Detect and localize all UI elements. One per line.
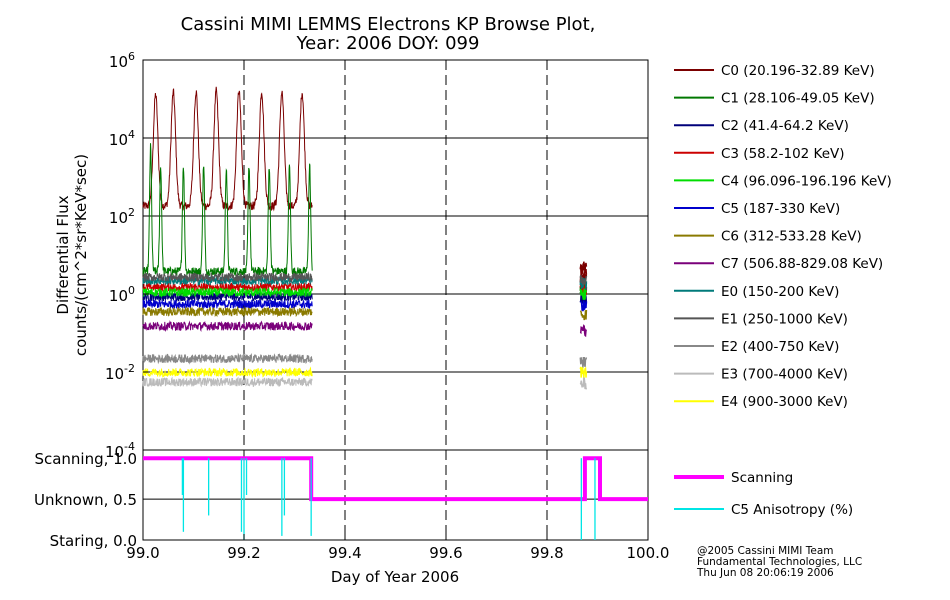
series-line-6	[142, 305, 313, 318]
x-tick-label: 99.8	[530, 544, 563, 562]
series-line-7	[142, 320, 313, 333]
legend-label: C1 (28.106-49.05 KeV)	[721, 91, 875, 107]
legend-label: Scanning	[731, 470, 793, 486]
credit-line-3: Thu Jun 08 20:06:19 2006	[696, 567, 834, 579]
x-tick-label: 99.4	[328, 544, 361, 562]
y-axis-label-line1: Differential Flux	[54, 195, 72, 314]
series-line-12	[142, 366, 313, 379]
y-tick-label: 10-2	[105, 362, 135, 383]
legend-label: C4 (96.096-196.196 KeV)	[721, 173, 892, 189]
status-plot-series	[143, 456, 648, 540]
y-tick-label: 104	[109, 128, 135, 149]
y-tick-label: 102	[109, 206, 135, 227]
series-window-9-0	[579, 275, 588, 286]
chart-title-line2: Year: 2006 DOY: 099	[296, 33, 480, 54]
main-plot-frame	[142, 59, 649, 451]
main-plot-series	[142, 86, 588, 390]
y-axis-label-line2: counts/(cm^2*sr*KeV*sec)	[72, 154, 90, 356]
status-y-tick-label: Scanning, 1.0	[34, 450, 137, 468]
series-line-10	[142, 352, 313, 365]
series-window-7-0	[579, 324, 588, 338]
x-tick-label: 99.0	[126, 544, 159, 562]
legend-label: E4 (900-3000 KeV)	[721, 394, 848, 410]
credit-line-2: Fundamental Technologies, LLC	[697, 556, 862, 568]
series-line-5	[142, 298, 313, 311]
legend-label: C6 (312-533.28 KeV)	[721, 229, 862, 245]
chart-title-line1: Cassini MIMI LEMMS Electrons KP Browse P…	[181, 14, 596, 35]
series-line-9	[142, 271, 313, 283]
series-window-4-0	[579, 288, 588, 300]
status-y-tick-label: Staring, 0.0	[50, 532, 137, 550]
series-window-0-3	[579, 261, 588, 272]
legend-label: E2 (400-750 KeV)	[721, 339, 839, 355]
credit-line-1: @2005 Cassini MIMI Team	[697, 545, 834, 557]
status-y-tick-label: Unknown, 0.5	[34, 491, 137, 509]
legend-label: E3 (700-4000 KeV)	[721, 367, 848, 383]
x-tick-label: 100.0	[627, 544, 670, 562]
series-window-12-0	[579, 366, 588, 378]
legend-label: E1 (250-1000 KeV)	[721, 311, 848, 327]
legend-status: Scanning C5 Anisotropy (%)	[674, 470, 853, 518]
series-window-10-0	[579, 356, 588, 368]
series-window-6-0	[579, 309, 588, 321]
legend-label: C3 (58.2-102 KeV)	[721, 146, 845, 162]
series-line-11	[142, 376, 313, 388]
status-plot: Scanning, 1.0 Unknown, 0.5 Staring, 0.0 99…	[34, 449, 669, 562]
series-window-5-0	[579, 300, 588, 312]
legend-label: E0 (150-200 KeV)	[721, 284, 839, 300]
series-line-2	[142, 290, 313, 303]
series-line-4	[142, 286, 313, 299]
series-window-11-0	[579, 377, 588, 390]
x-tick-label: 99.2	[227, 544, 260, 562]
legend-label: C2 (41.4-64.2 KeV)	[721, 118, 849, 134]
y-tick-label: 106	[109, 50, 135, 71]
x-tick-label: 99.6	[429, 544, 462, 562]
legend-main: C0 (20.196-32.89 KeV) C1 (28.106-49.05 Ke…	[674, 63, 892, 410]
y-tick-label: 100	[109, 284, 135, 305]
status-plot-frame	[142, 449, 649, 541]
legend-label: C5 Anisotropy (%)	[731, 502, 853, 518]
x-axis-label: Day of Year 2006	[331, 568, 459, 586]
status-plot-y-ticks: Scanning, 1.0 Unknown, 0.5 Staring, 0.0	[34, 450, 137, 550]
legend-label: C5 (187-330 KeV)	[721, 201, 840, 217]
legend-label: C7 (506.88-829.08 KeV)	[721, 256, 883, 272]
status-plot-x-ticks: 99.0 99.2 99.4 99.6 99.8 100.0	[126, 534, 669, 562]
legend-label: C0 (20.196-32.89 KeV)	[721, 63, 875, 79]
